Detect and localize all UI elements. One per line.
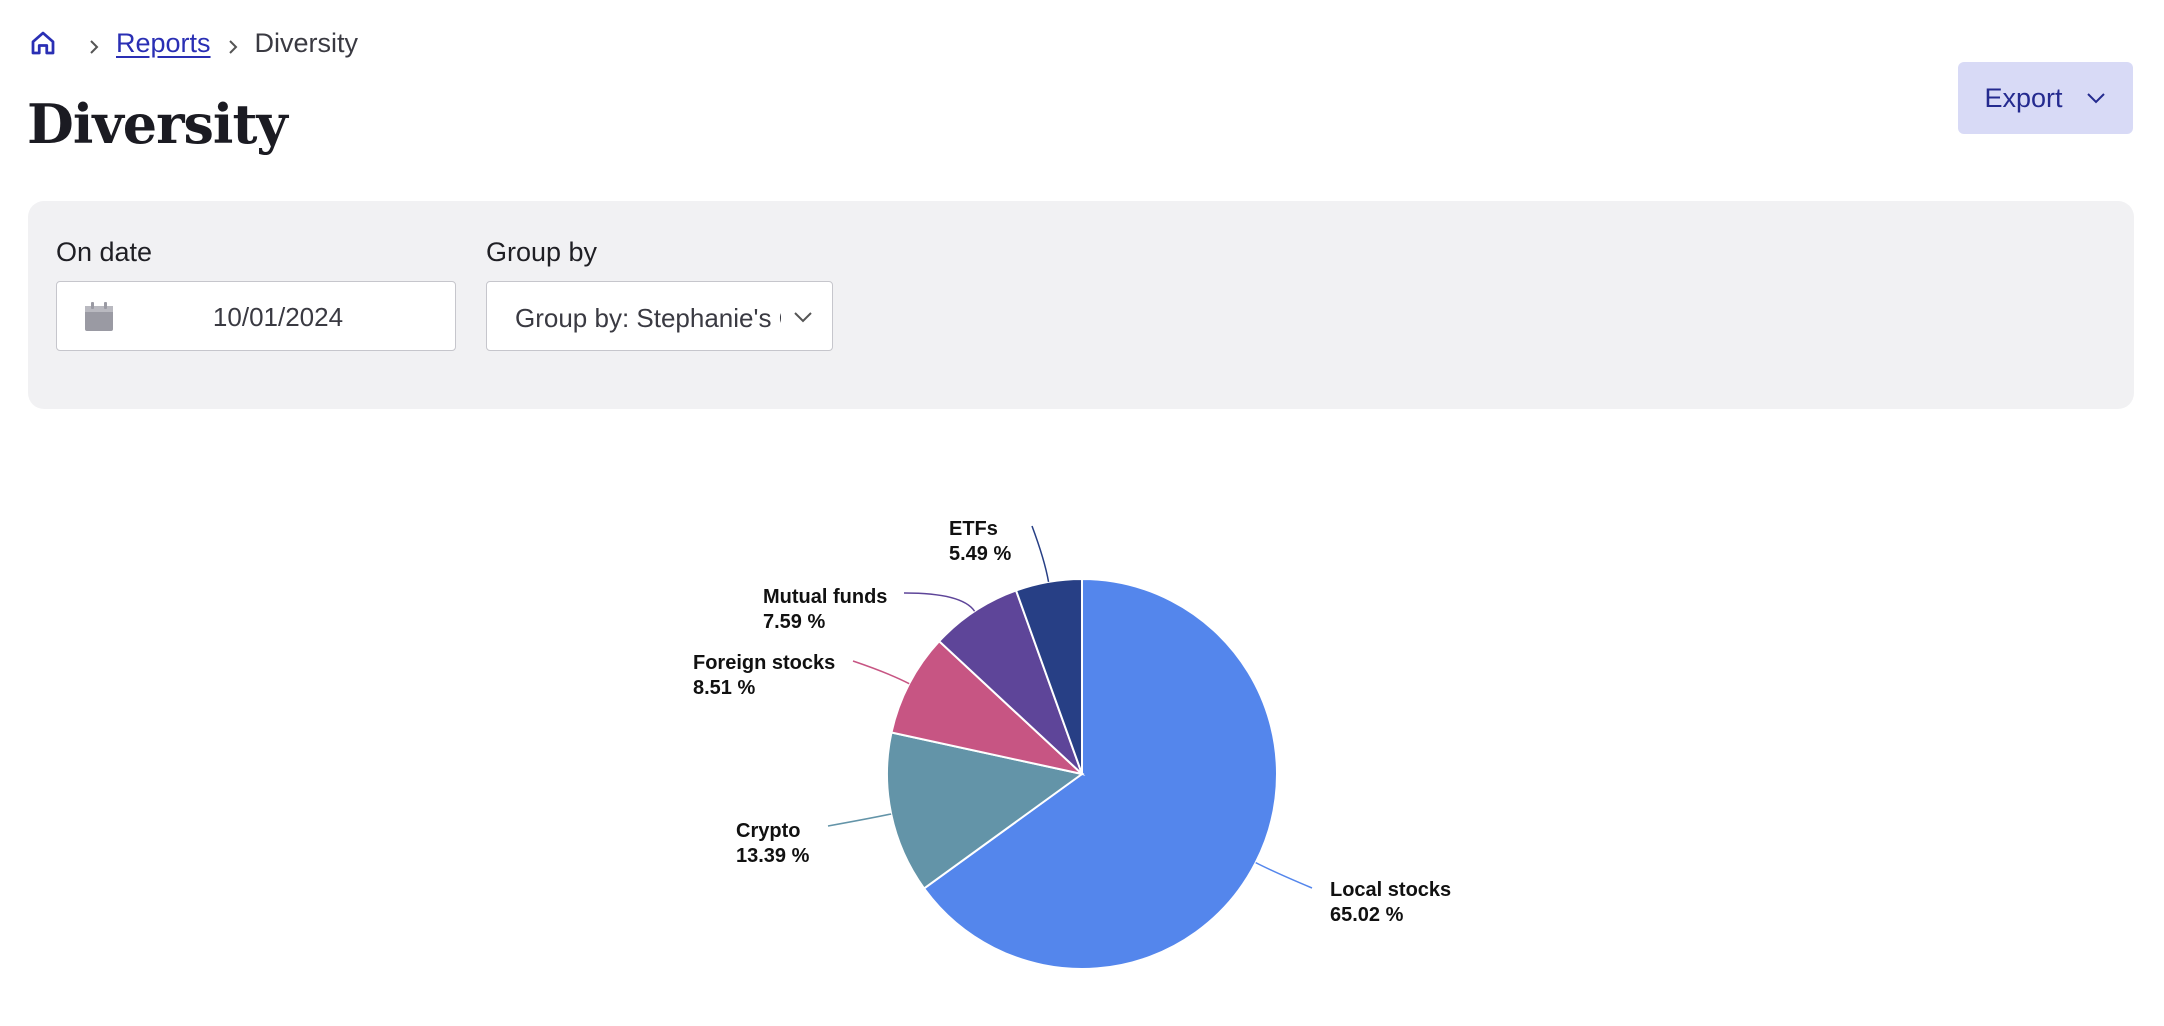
chevron-right-icon [223,33,243,54]
slice-label: Crypto [736,820,800,842]
export-button-label: Export [1984,82,2063,113]
slice-label: Mutual funds [763,586,887,608]
calendar-icon[interactable] [83,301,115,333]
filter-panel: On date 10/01/2024 Group by Group by: St… [28,201,2134,409]
pie-slice-foreign-stocks[interactable] [890,639,1086,776]
slice-label: Foreign stocks [693,652,835,674]
page-title: Diversity [27,92,288,156]
slice-value-label: 8.51 % [693,677,755,699]
date-field[interactable]: 10/01/2024 [56,281,456,351]
export-button[interactable]: Export [1958,62,2133,134]
leader-line [852,660,910,685]
leader-line [1031,525,1050,583]
home-icon[interactable] [28,28,58,58]
leader-line [827,813,892,827]
group-by-label: Group by [486,237,598,267]
breadcrumb-current: Diversity [254,27,359,58]
slice-value-label: 7.59 % [763,611,825,633]
slice-label: ETFs [949,518,998,540]
slice-value-label: 65.02 % [1330,904,1404,926]
date-value: 10/01/2024 [212,302,344,332]
chevron-down-icon [794,312,812,323]
chevron-down-icon [2086,93,2105,104]
group-by-value: Group by: Stephanie's C [515,303,781,333]
leader-line [903,592,976,612]
breadcrumb: Reports Diversity [28,24,358,62]
pie-slice-local-stocks[interactable] [922,577,1278,970]
date-field-label: On date [56,237,153,267]
group-by-select[interactable]: Group by: Stephanie's C [486,281,833,351]
breadcrumb-link-reports[interactable]: Reports [116,27,211,58]
leader-line [1255,861,1313,889]
pie-slice-crypto[interactable] [886,731,1085,890]
slice-label: Local stocks [1330,879,1451,901]
slice-value-label: 13.39 % [736,845,810,867]
slice-value-label: 5.49 % [949,543,1011,565]
chevron-right-icon [84,33,104,54]
